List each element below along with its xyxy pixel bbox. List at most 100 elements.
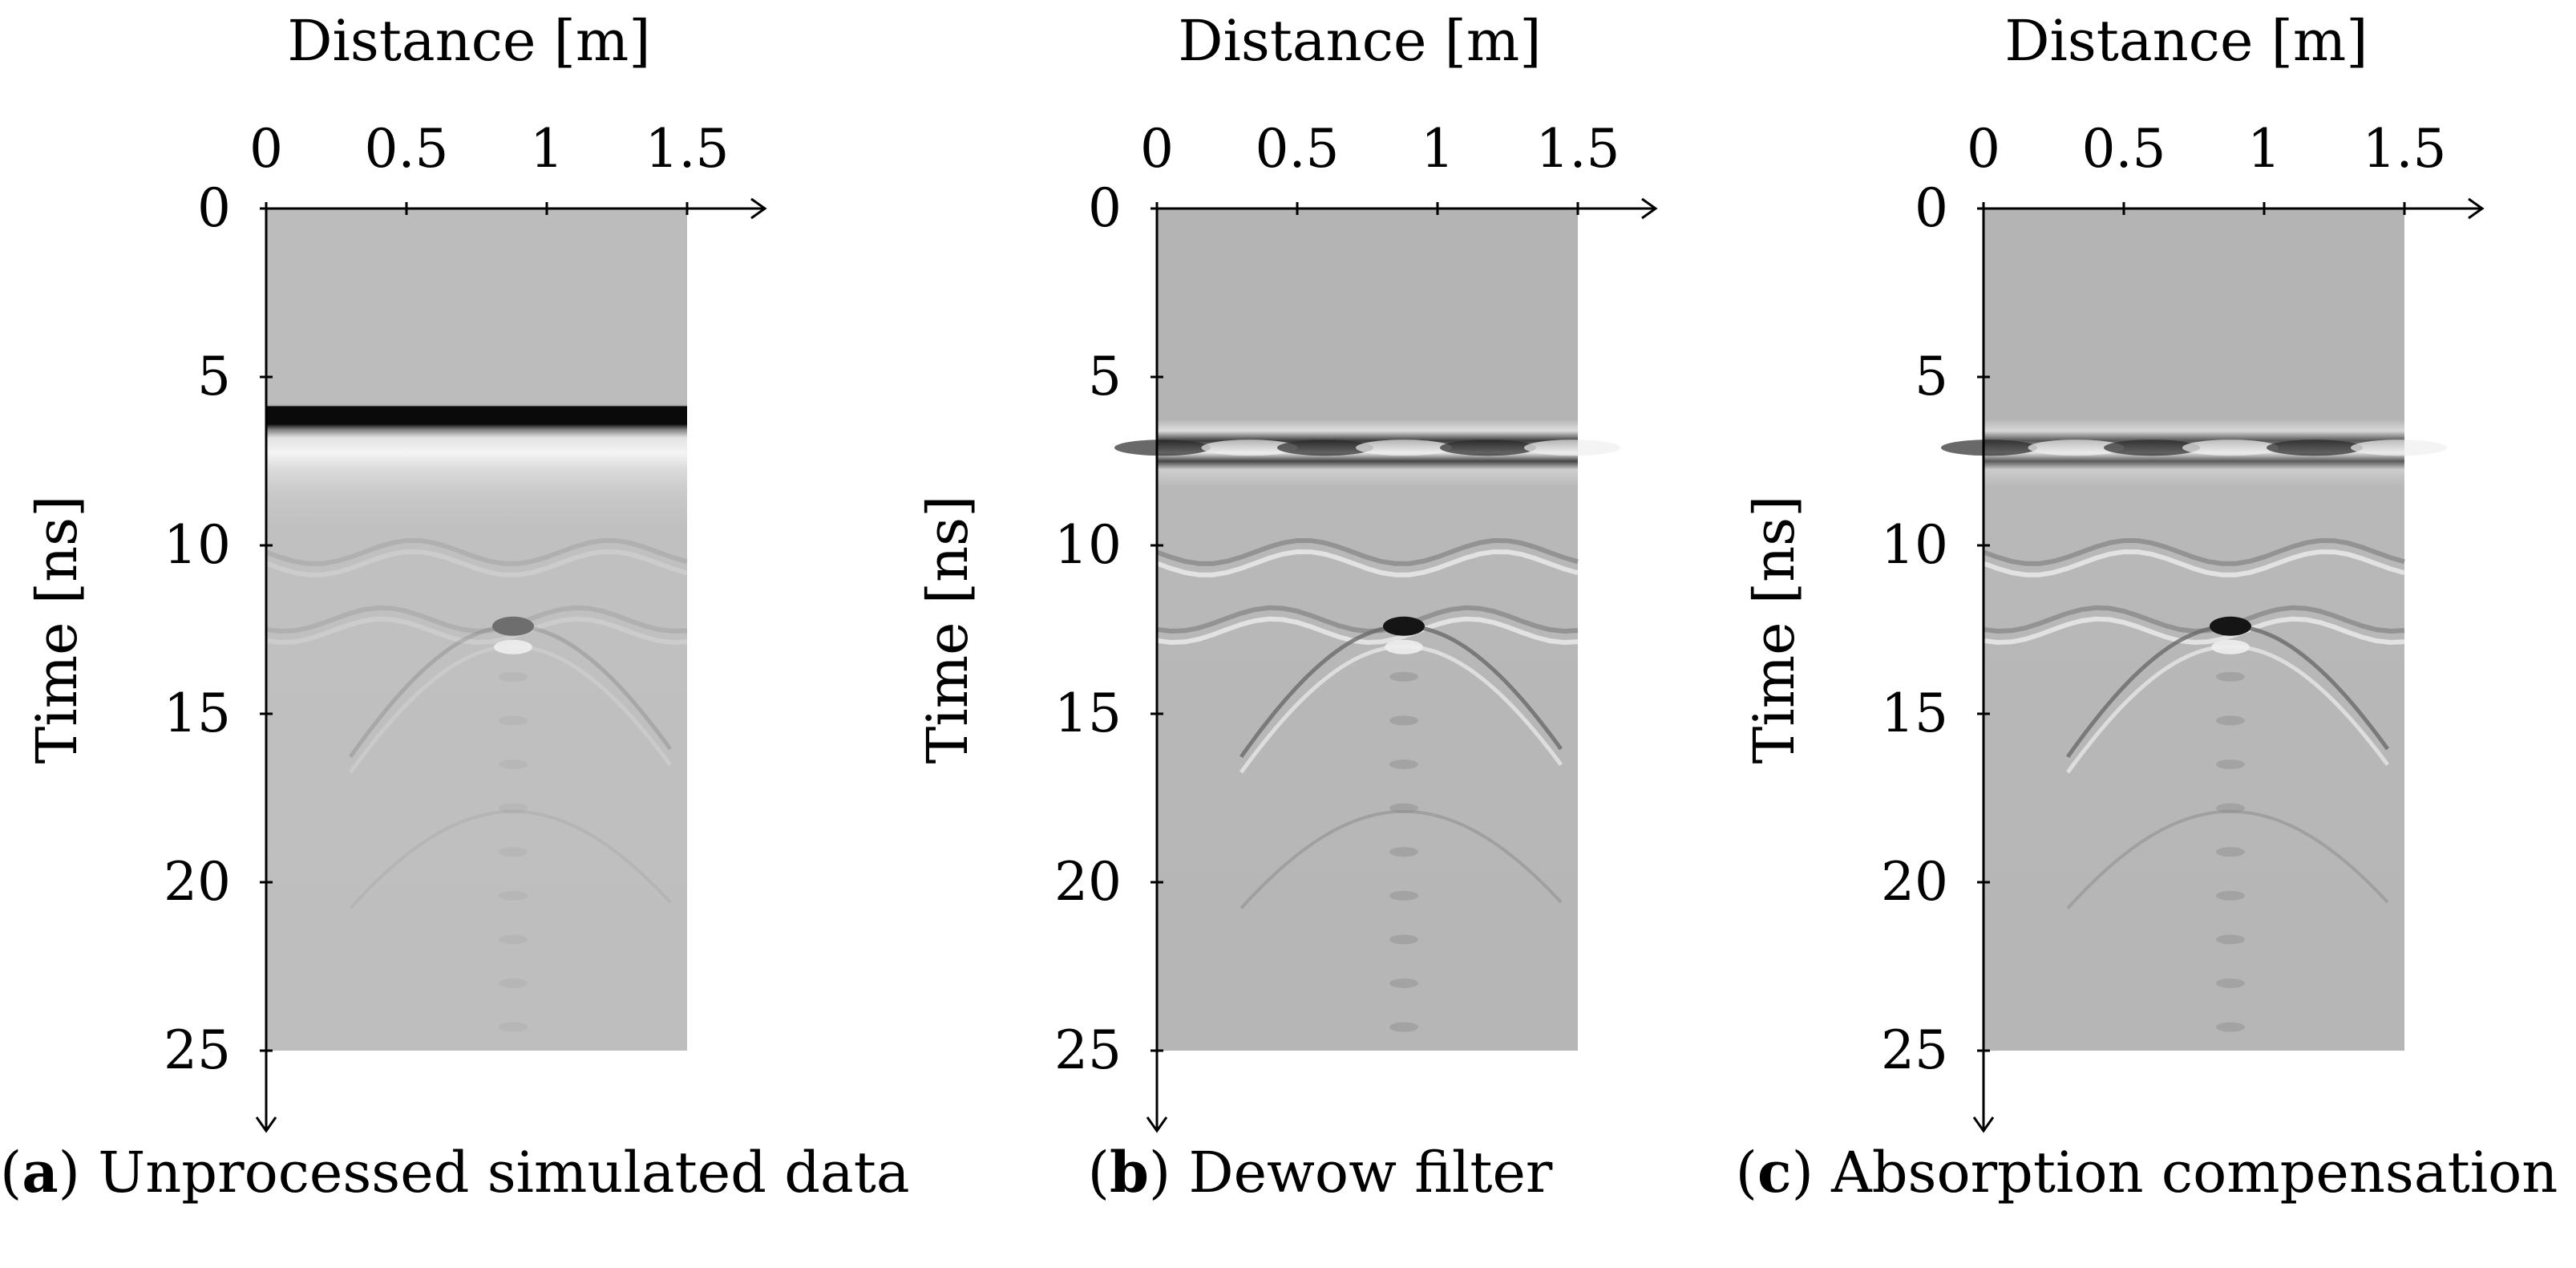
layer-reflection-light <box>1982 549 2405 577</box>
target-ringing <box>499 1022 528 1032</box>
x-tick-label: 1.5 <box>2363 118 2447 180</box>
x-axis-label: Distance [m] <box>1178 8 1541 74</box>
target-ringing <box>2216 671 2245 682</box>
y-tick-label: 15 <box>1881 683 1948 744</box>
x-tick-label: 0.5 <box>1256 118 1340 180</box>
y-tick-label: 20 <box>1881 851 1948 913</box>
y-tick-label: 0 <box>1088 177 1122 239</box>
direct-wave-blob <box>2104 440 2200 456</box>
chart-panel-c: 0 0.5 1 1.5 0 5 10 15 20 25 Distance [m] Time [ns] … <box>1717 0 2576 1268</box>
layer-reflection-light <box>265 549 688 577</box>
hyperbola-apex <box>492 616 534 636</box>
target-ringing <box>499 978 528 988</box>
x-tick-label: 0.5 <box>2082 118 2166 180</box>
hyperbola-apex-light <box>2211 639 2250 654</box>
target-ringing <box>1389 890 1418 901</box>
caption-a: (a) Unprocessed simulated data <box>0 1139 910 1205</box>
y-tick-label: 25 <box>1054 1019 1122 1081</box>
layer-reflection <box>1156 605 1579 634</box>
target-ringing <box>1389 1022 1418 1032</box>
layer-reflection-light <box>1155 549 1579 577</box>
layer-reflection-light <box>1156 616 1579 646</box>
chart-svg-c: 0 0.5 1 1.5 0 5 10 15 20 25 Distance [m] Time [ns] <box>1741 8 2485 1133</box>
y-tick-label: 20 <box>1054 851 1122 913</box>
x-axis-arrow <box>1641 197 1658 220</box>
x-tick-label: 1.5 <box>1536 118 1620 180</box>
y-tick-label: 25 <box>164 1019 231 1081</box>
x-axis-arrow <box>750 197 767 220</box>
layer-reflection <box>1983 605 2405 634</box>
y-tick-label: 15 <box>1054 683 1122 744</box>
y-axis-label: Time [ns] <box>24 496 90 764</box>
target-ringing <box>499 890 528 901</box>
hyperbola-apex-light <box>1385 639 1423 654</box>
x-axis-arrow <box>2468 197 2485 220</box>
target-ringing <box>499 934 528 945</box>
y-axis-arrow <box>255 1116 277 1133</box>
direct-wave-blob <box>2182 440 2279 456</box>
y-tick-label: 10 <box>1054 514 1122 576</box>
target-ringing <box>1389 978 1418 988</box>
y-tick-label: 5 <box>1088 346 1122 407</box>
x-tick-label: 1 <box>530 118 564 180</box>
chart-panel-a: 0 0.5 1 1.5 0 5 10 15 20 25 Distance [m] Time [ns] … <box>0 0 910 1268</box>
y-tick-label: 0 <box>197 177 231 239</box>
target-ringing <box>2216 847 2245 857</box>
diffraction-hyperbola-deep <box>1239 809 1563 909</box>
target-ringing <box>2216 760 2245 769</box>
y-axis-arrow <box>1972 1116 1995 1133</box>
y-axis-label: Time [ns] <box>915 496 981 764</box>
direct-wave-blob <box>1440 440 1536 456</box>
chart-panel-b: 0 0.5 1 1.5 0 5 10 15 20 25 Distance [m] Time [ns] … <box>891 0 1749 1268</box>
target-ringing <box>2216 934 2245 945</box>
direct-wave-blob <box>2351 440 2447 456</box>
y-tick-label: 5 <box>1915 346 1948 407</box>
y-tick-label: 0 <box>1915 177 1948 239</box>
direct-wave-blob <box>1524 440 1620 456</box>
y-tick-label: 10 <box>1881 514 1948 576</box>
target-ringing <box>499 847 528 857</box>
target-ringing <box>1389 803 1418 813</box>
layer-reflection <box>1982 537 2405 566</box>
direct-wave-blob <box>1201 440 1298 456</box>
y-axis-label: Time [ns] <box>1741 496 1807 764</box>
target-ringing <box>499 671 528 682</box>
direct-wave-blob <box>1356 440 1452 456</box>
radargram-image <box>266 209 687 1051</box>
layer-reflection-light <box>265 616 688 646</box>
target-ringing <box>1389 671 1418 682</box>
target-ringing <box>2216 890 2245 901</box>
caption-c: (c) Absorption compensation <box>1735 1139 2558 1205</box>
target-ringing <box>499 803 528 813</box>
target-ringing <box>1389 847 1418 857</box>
target-ringing <box>2216 1022 2245 1032</box>
target-ringing <box>2216 978 2245 988</box>
direct-wave-band <box>266 406 687 424</box>
hyperbola-apex-light <box>494 639 532 654</box>
target-ringing <box>499 760 528 769</box>
x-tick-label: 1 <box>2247 118 2281 180</box>
x-tick-label: 0 <box>1140 118 1174 180</box>
y-tick-label: 5 <box>197 346 231 407</box>
y-tick-label: 10 <box>164 514 231 576</box>
direct-wave-blob <box>1277 440 1373 456</box>
layer-reflection <box>265 537 688 566</box>
direct-wave-blob <box>2028 440 2125 456</box>
chart-svg-a: 0 0.5 1 1.5 0 5 10 15 20 25 Distance [m] Time [ns] <box>24 8 767 1133</box>
y-axis-arrow <box>1146 1116 1168 1133</box>
layer-reflection-light <box>1983 616 2405 646</box>
target-ringing <box>1389 715 1418 726</box>
target-ringing <box>2216 715 2245 726</box>
x-tick-label: 1 <box>1421 118 1454 180</box>
x-axis-label: Distance [m] <box>2004 8 2368 74</box>
hyperbola-apex <box>2210 616 2251 636</box>
caption-b: (b) Dewow filter <box>1087 1139 1553 1205</box>
x-tick-label: 1.5 <box>645 118 730 180</box>
x-tick-label: 0.5 <box>365 118 449 180</box>
layer-reflection <box>1155 537 1579 566</box>
hyperbola-apex <box>1383 616 1425 636</box>
diffraction-hyperbola-deep <box>349 809 672 909</box>
diffraction-hyperbola-deep <box>2066 809 2389 909</box>
x-axis-label: Distance [m] <box>287 8 650 74</box>
chart-svg-b: 0 0.5 1 1.5 0 5 10 15 20 25 Distance [m] Time [ns] <box>915 8 1658 1133</box>
